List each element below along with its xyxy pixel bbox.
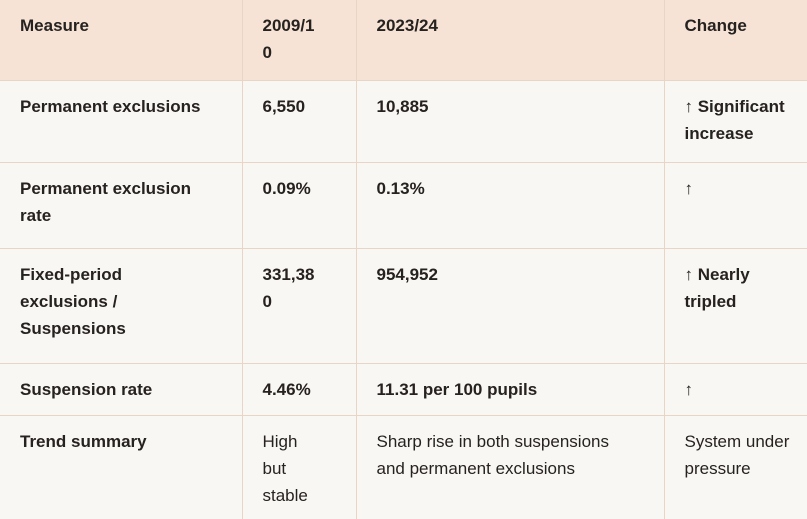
cell-change: ↑ Nearly tripled [663,247,807,364]
table-row-trend-summary: Trend summary High but stable Sharp rise… [0,414,807,519]
table-row-permanent-exclusion-rate: Permanent exclusion rate 0.09% 0.13% ↑ [0,161,807,249]
cell-measure: Fixed-period exclusions / Suspensions [0,247,243,364]
cell-measure: Permanent exclusion rate [0,161,243,249]
cell-measure: Permanent exclusions [0,79,243,163]
col-header-2009-10: 2009/10 [241,0,357,81]
cell-2023-24: 10,885 [355,79,665,163]
table-row-fixed-period-exclusions: Fixed-period exclusions / Suspensions 33… [0,247,807,364]
col-header-change: Change [663,0,807,81]
table-row-permanent-exclusions: Permanent exclusions 6,550 10,885 ↑ Sign… [0,79,807,163]
cell-change: ↑ [663,362,807,416]
col-header-measure: Measure [0,0,243,81]
col-header-2023-24: 2023/24 [355,0,665,81]
header-row: Measure 2009/10 2023/24 Change [0,0,807,81]
cell-2023-24: 0.13% [355,161,665,249]
cell-2009-10: 331,380 [241,247,357,364]
cell-measure: Suspension rate [0,362,243,416]
cell-measure: Trend summary [0,414,243,519]
cell-2009-10: 6,550 [241,79,357,163]
cell-2023-24: 11.31 per 100 pupils [355,362,665,416]
cell-2023-24: 954,952 [355,247,665,364]
cell-2009-10: 0.09% [241,161,357,249]
cell-2009-10: High but stable [241,414,357,519]
table-row-suspension-rate: Suspension rate 4.46% 11.31 per 100 pupi… [0,362,807,416]
cell-change: ↑ [663,161,807,249]
cell-change: ↑ Significant increase [663,79,807,163]
cell-change: System under pressure [663,414,807,519]
cell-2023-24: Sharp rise in both suspensions and perma… [355,414,665,519]
cell-2009-10: 4.46% [241,362,357,416]
